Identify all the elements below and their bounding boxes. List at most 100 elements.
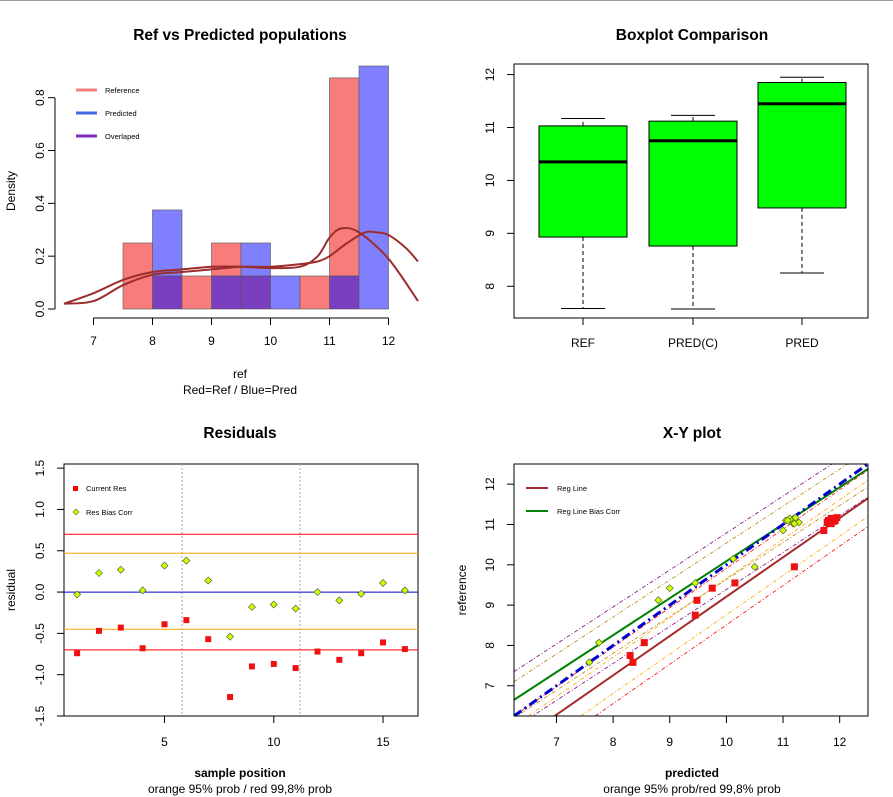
bias-corr-point bbox=[790, 519, 799, 528]
current-point bbox=[640, 639, 648, 647]
current-res-point bbox=[358, 650, 365, 657]
ref-bar bbox=[329, 77, 360, 277]
residuals-panel: Residuals 5 10 15-1.5-1.0-0.50.00.51.01.5 … bbox=[4, 425, 419, 796]
current-res-point bbox=[248, 663, 255, 670]
legend-label: Reference bbox=[105, 86, 140, 95]
box-REF bbox=[538, 125, 628, 238]
current-point bbox=[790, 563, 798, 571]
legend-label: Reg Line Bias Corr bbox=[557, 507, 621, 516]
confidence-band-line bbox=[516, 486, 868, 716]
histogram-subtitle: Red=Ref / Blue=Pred bbox=[183, 383, 297, 397]
y-tick-label: 7 bbox=[483, 682, 497, 689]
x-tick-label: 8 bbox=[610, 735, 617, 749]
legend-label: Reg Line bbox=[557, 484, 587, 493]
y-tick-label: 10 bbox=[483, 173, 497, 187]
overlap-bar bbox=[329, 275, 360, 310]
x-tick-label: 10 bbox=[264, 334, 278, 348]
histogram-legend: Reference Predicted Overlaped bbox=[76, 86, 140, 141]
legend-label: Predicted bbox=[105, 109, 137, 118]
histogram-ylabel: Density bbox=[4, 171, 18, 211]
bias-corr-point bbox=[379, 578, 388, 587]
residuals-axes: 5 10 15 -1.5 -1.0 -0.5 0.0 0.5 1.0 1.5 bbox=[33, 459, 390, 749]
legend-swatch bbox=[72, 508, 80, 516]
y-tick-label: 0.4 bbox=[33, 195, 47, 212]
bias-corr-point bbox=[160, 561, 169, 570]
histogram-title: Ref vs Predicted populations bbox=[133, 27, 347, 44]
residuals-ylabel: residual bbox=[4, 569, 18, 611]
y-tick-label: 12 bbox=[483, 68, 497, 82]
x-tick-label: 7 bbox=[553, 735, 560, 749]
bias-corr-point bbox=[594, 638, 603, 647]
confidence-band-line bbox=[580, 516, 868, 716]
identity-line bbox=[514, 464, 868, 716]
x-tick-label: 11 bbox=[777, 735, 790, 749]
bias-corr-point bbox=[247, 602, 256, 611]
y-tick-label: 0.0 bbox=[33, 583, 47, 600]
y-tick-label: 0.2 bbox=[33, 248, 47, 265]
current-res-point bbox=[380, 639, 387, 646]
reg-line-line bbox=[552, 497, 868, 716]
x-tick-label: 9 bbox=[666, 735, 673, 749]
current-point bbox=[820, 527, 828, 535]
ref-density-curve bbox=[63, 226, 419, 305]
bias-corr-point bbox=[779, 526, 788, 535]
current-res-point bbox=[139, 645, 146, 652]
current-res-point bbox=[292, 665, 299, 672]
current-res-point bbox=[74, 650, 81, 657]
x-tick-label: 12 bbox=[833, 735, 847, 749]
overlap-bar bbox=[152, 275, 183, 310]
confidence-band-line bbox=[527, 479, 868, 716]
xy-legend: Reg Line Reg Line Bias Corr bbox=[526, 484, 621, 516]
current-res-point bbox=[401, 646, 408, 653]
xy-xlabel: predicted bbox=[665, 766, 719, 780]
y-tick-label: 1.0 bbox=[33, 501, 47, 518]
pred-density-curve bbox=[63, 230, 419, 305]
x-tick-label: 15 bbox=[376, 735, 390, 749]
current-point bbox=[626, 652, 634, 660]
boxplot-boxes: REF PRED(C) PRED bbox=[538, 76, 847, 350]
density-curves bbox=[63, 226, 419, 305]
current-point bbox=[831, 516, 839, 524]
y-tick-label: 0.0 bbox=[33, 300, 47, 317]
bias-corr-point bbox=[73, 590, 82, 599]
box-PRED bbox=[757, 82, 847, 209]
pred-bar bbox=[270, 275, 301, 310]
current-res-point bbox=[314, 648, 321, 655]
ref-bar bbox=[211, 242, 242, 277]
x-tick-label: 7 bbox=[90, 334, 97, 348]
x-tick-label: 10 bbox=[267, 735, 281, 749]
ref-bar bbox=[181, 275, 212, 310]
bias-corr-point bbox=[691, 578, 700, 587]
y-tick-label: 0.6 bbox=[33, 142, 47, 159]
boxplot-title: Boxplot Comparison bbox=[616, 27, 768, 44]
x-tick-label: 11 bbox=[323, 334, 336, 348]
y-tick-label: 0.5 bbox=[33, 542, 47, 559]
bias-corr-point bbox=[138, 586, 147, 595]
top-border bbox=[0, 0, 893, 1]
bias-corr-point bbox=[269, 600, 278, 609]
confidence-band-line bbox=[594, 526, 868, 716]
x-tick-label: 5 bbox=[161, 735, 168, 749]
bias-corr-point bbox=[729, 554, 738, 563]
overlap-bar bbox=[240, 275, 271, 310]
legend-swatch bbox=[73, 486, 78, 491]
y-tick-label: 9 bbox=[483, 230, 497, 237]
bias-corr-point bbox=[400, 586, 409, 595]
bias-corr-point bbox=[585, 658, 594, 667]
xy-subtitle: orange 95% prob/red 99,8% prob bbox=[603, 782, 781, 796]
bias-corr-point bbox=[116, 565, 125, 574]
current-point bbox=[693, 596, 701, 604]
y-tick-label: -1.0 bbox=[33, 664, 47, 685]
bias-corr-point bbox=[313, 588, 322, 597]
histogram-xlabel: ref bbox=[233, 367, 248, 381]
ref-bar bbox=[299, 275, 330, 310]
histogram-panel: Ref vs Predicted populations 7 8 9 10 11 12 0.… bbox=[4, 27, 419, 397]
xy-regression-lines bbox=[514, 464, 868, 716]
bias-corr-point bbox=[654, 596, 663, 605]
x-tick-label: PRED(C) bbox=[668, 336, 718, 350]
residuals-legend: Current Res Res Bias Corr bbox=[72, 484, 133, 517]
bias-corr-point bbox=[357, 589, 366, 598]
y-tick-label: -0.5 bbox=[33, 623, 47, 644]
current-point bbox=[629, 658, 637, 666]
y-tick-label: 8 bbox=[483, 642, 497, 649]
